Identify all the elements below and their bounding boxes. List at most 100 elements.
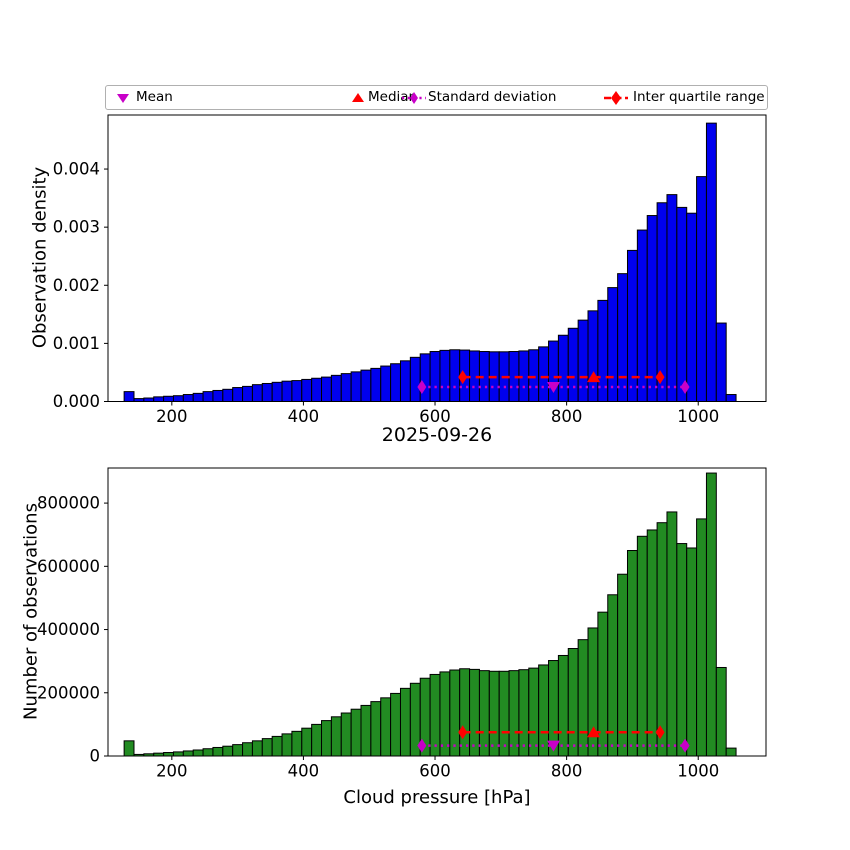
histogram-bar [498, 670, 510, 757]
y-tick-label: 0.002 [53, 276, 100, 295]
histogram-bar [222, 388, 234, 402]
observation-density-histogram-bars [123, 122, 737, 403]
histogram-bar [360, 369, 372, 402]
histogram-bar [370, 367, 382, 403]
number-of-observations-histogram-y-axis: 0 200000 400000 600000 800000 [37, 494, 108, 766]
histogram-bar [439, 671, 451, 757]
x-tick-label: 200 [156, 762, 188, 781]
histogram-bar [251, 740, 263, 757]
legend-label-std-deviation: Standard deviation [428, 89, 557, 105]
y-tick-label: 600000 [37, 557, 100, 576]
histogram-bar [686, 212, 698, 402]
histogram-bar [607, 287, 619, 403]
histogram-bar [202, 391, 214, 402]
x-tick-label: 600 [419, 407, 451, 426]
histogram-bar [538, 346, 550, 402]
histogram-bar [528, 667, 540, 757]
histogram-bar [715, 666, 727, 757]
histogram-bar [251, 384, 263, 402]
histogram-bar [676, 206, 688, 402]
histogram-bar [666, 511, 678, 757]
x-tick-label: 400 [288, 762, 320, 781]
observation-density-histogram-y-axis: 0.000 0.001 0.002 0.003 0.004 [53, 160, 108, 411]
histogram-bar [557, 334, 569, 402]
legend-box: Mean Median Standard deviation Inter qua… [105, 85, 768, 110]
histogram-bar [360, 704, 372, 757]
histogram-bar [242, 742, 253, 757]
histogram-bar [656, 522, 668, 757]
histogram-bar [488, 670, 500, 757]
histogram-bar [538, 664, 550, 757]
histogram-bar [725, 747, 737, 757]
histogram-bar [172, 395, 184, 403]
legend-label-mean: Mean [136, 89, 173, 105]
x-tick-label: 1000 [677, 407, 719, 426]
histogram-bar [212, 746, 224, 757]
x-tick-label: 400 [288, 407, 320, 426]
histogram-bar [222, 745, 234, 757]
x-tick-label: 1000 [677, 762, 719, 781]
x-tick-label: 600 [419, 762, 451, 781]
histogram-bar [636, 535, 648, 757]
y-tick-label: 800000 [37, 494, 100, 513]
legend-label-iqr: Inter quartile range [633, 89, 765, 105]
mean-triangle-down-marker [546, 740, 560, 752]
histogram-bar [123, 391, 135, 402]
histogram-bar [617, 573, 628, 757]
histogram-bar [390, 692, 401, 757]
histogram-bar [232, 387, 244, 402]
histogram-bar [597, 611, 609, 757]
histogram-bar [715, 322, 727, 402]
x-axis-label: Cloud pressure [hPa] [343, 787, 531, 808]
histogram-bar [163, 752, 174, 757]
y-tick-label: 200000 [37, 683, 100, 702]
histogram-bar [212, 389, 224, 402]
histogram-bar [261, 382, 273, 403]
histogram-bar [271, 381, 283, 403]
histogram-bar [557, 654, 569, 757]
median-triangle-up-marker [587, 371, 601, 383]
number-of-observations-histogram-bars [123, 472, 737, 757]
histogram-bar [291, 380, 303, 402]
histogram-bar [409, 356, 421, 402]
std-deviation-right-diamond-icon [680, 379, 690, 394]
histogram-bar [449, 349, 461, 402]
histogram-bar [301, 727, 313, 757]
histogram-bar [508, 670, 520, 757]
histogram-bar [399, 360, 411, 403]
observation-density-histogram: 200 400 600 800 10000.0000.0010.0020.0030.00… [53, 114, 767, 426]
histogram-bar [626, 550, 638, 757]
histogram-bar [153, 396, 165, 403]
median-triangle-up-marker [587, 726, 601, 738]
histogram-bar [182, 750, 194, 757]
iqr-left-diamond-icon [458, 725, 468, 740]
histogram-bar [281, 380, 293, 403]
histogram-bar [143, 397, 155, 403]
top-y-axis-label: Observation density [29, 166, 51, 349]
histogram-bar [242, 385, 253, 403]
observation-density-histogram-axes-frame [107, 114, 767, 402]
iqr-right-diamond-icon [655, 370, 665, 385]
histogram-bar [321, 720, 332, 757]
histogram-bar [291, 730, 303, 757]
histogram-bar [646, 215, 658, 402]
iqr-right-diamond-icon [655, 725, 665, 740]
legend-label-median: Median [368, 89, 418, 105]
observation-density-histogram-x-axis: 200 400 600 800 1000 [156, 401, 719, 426]
y-tick-label: 0.003 [53, 218, 100, 237]
std-deviation-left-diamond-icon [417, 738, 427, 753]
histogram-bar [626, 249, 638, 402]
histogram-bar [182, 394, 194, 402]
histogram-bar [350, 708, 362, 757]
histogram-bar [705, 472, 717, 757]
iqr-left-diamond-icon [458, 370, 468, 385]
median-triangle-up-icon [352, 93, 364, 102]
number-of-observations-histogram-axes-frame [107, 467, 767, 757]
histogram-bar [636, 229, 648, 402]
histogram-bar [172, 751, 184, 757]
histogram-bar [676, 543, 688, 757]
histogram-bar [656, 202, 668, 402]
number-of-observations-histogram-stat-markers [417, 725, 690, 753]
histogram-bar [439, 349, 451, 402]
